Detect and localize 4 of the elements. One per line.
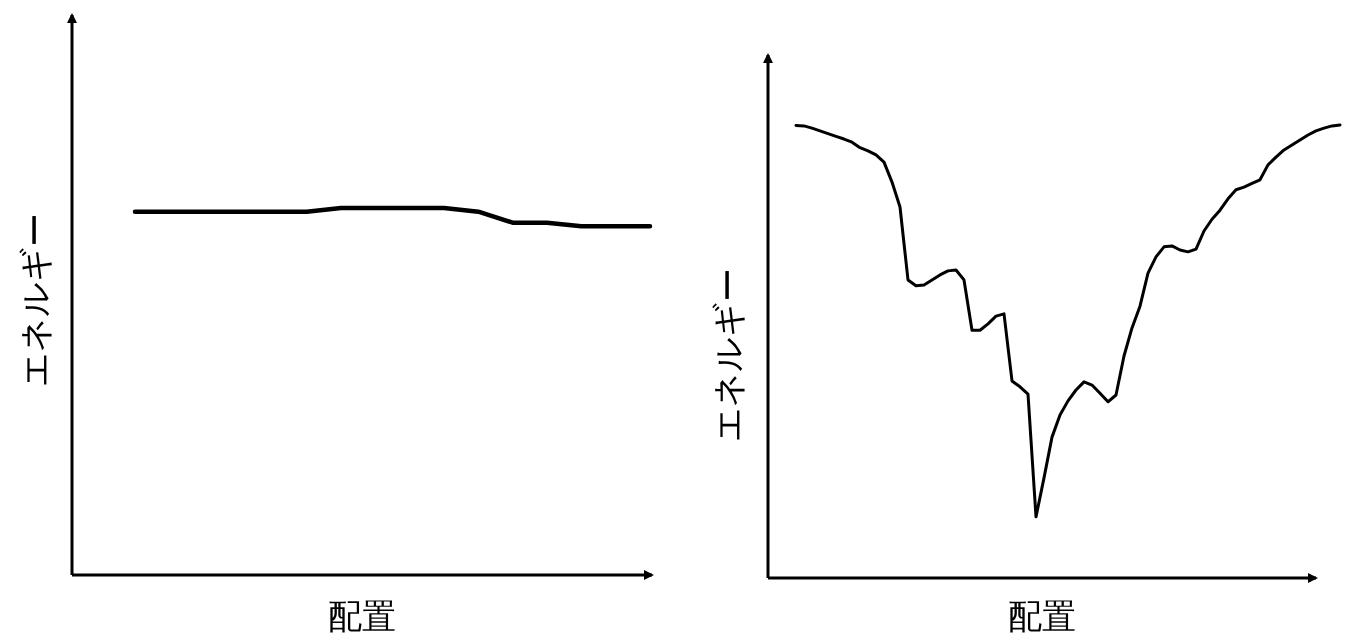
- x-axis-title: 配置: [328, 597, 396, 635]
- x-axis-title: 配置: [1008, 597, 1076, 635]
- y-axis-title: エネルギー: [709, 268, 747, 442]
- y-axis-title: エネルギー: [16, 213, 54, 387]
